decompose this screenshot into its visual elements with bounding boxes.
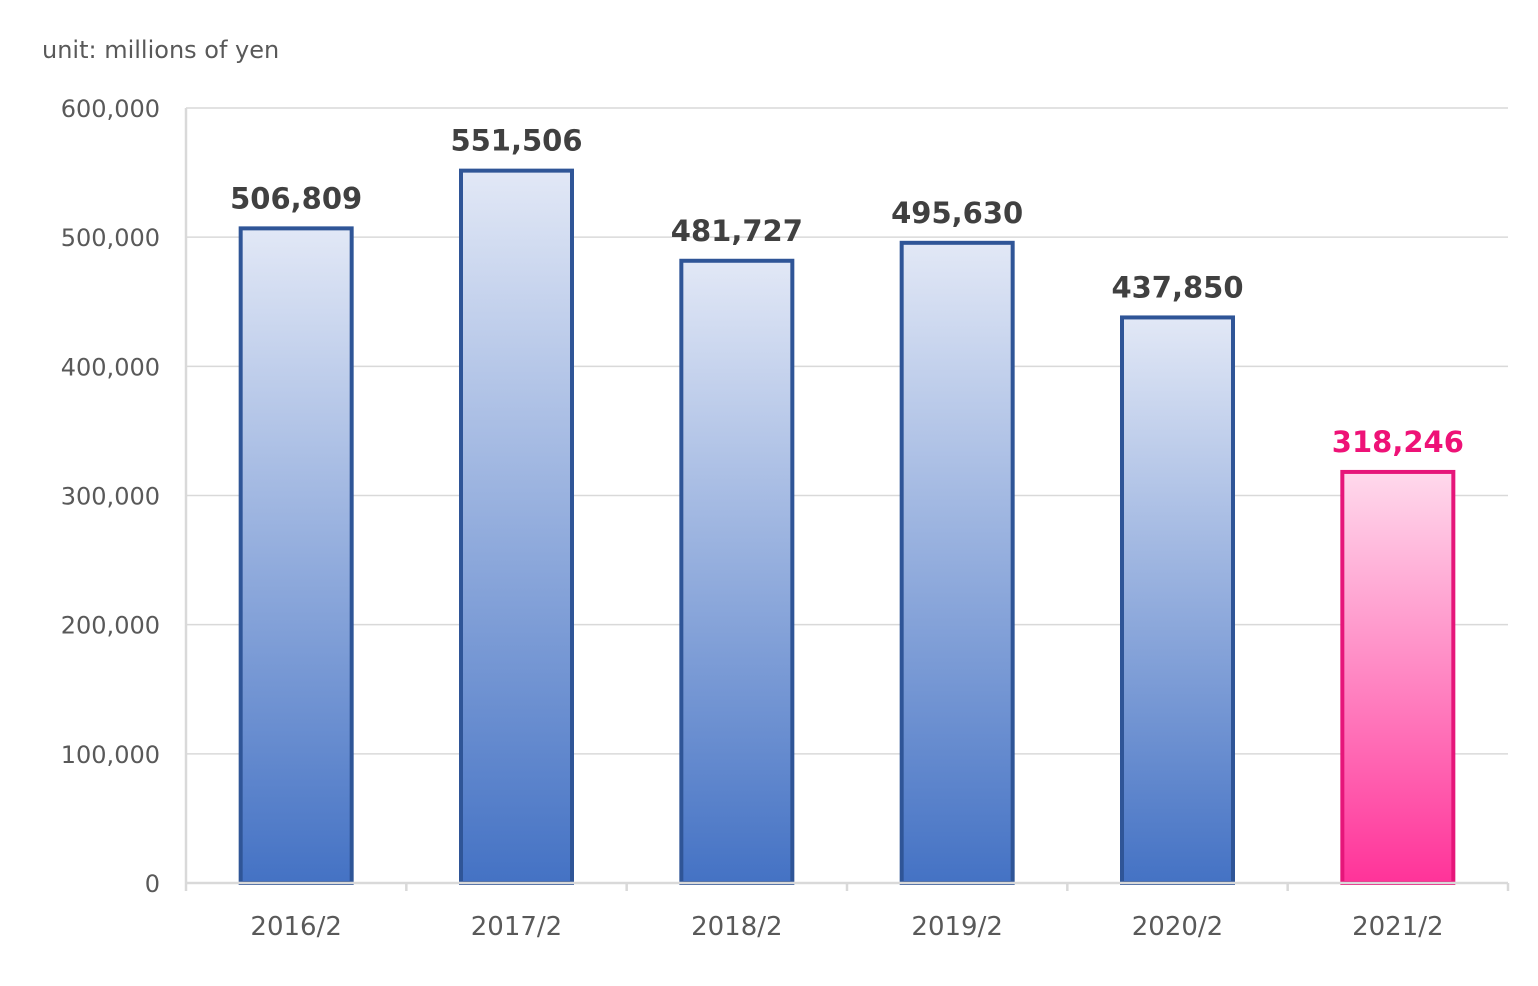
bar (1120, 315, 1235, 886)
y-tick-label: 500,000 (61, 224, 160, 252)
bar (899, 240, 1015, 885)
y-tick-label: 100,000 (61, 741, 160, 769)
bar (679, 258, 795, 885)
y-tick-label: 200,000 (61, 612, 160, 640)
bar-value-label: 318,246 (1332, 425, 1464, 459)
y-tick-label: 300,000 (61, 483, 160, 511)
x-tick-label: 2017/2 (471, 912, 562, 942)
unit-label: unit: millions of yen (42, 36, 280, 64)
bar-value-label: 506,809 (230, 181, 362, 215)
x-tick-label: 2020/2 (1132, 912, 1223, 942)
x-tick-label: 2016/2 (250, 912, 341, 942)
bar (459, 168, 574, 886)
x-tick-label: 2021/2 (1352, 912, 1443, 942)
y-tick-label: 400,000 (61, 353, 160, 381)
bar-value-label: 481,727 (671, 214, 803, 248)
x-tick-label: 2018/2 (691, 912, 782, 942)
x-tick-label: 2019/2 (911, 912, 1002, 942)
bar-value-label: 495,630 (891, 196, 1023, 230)
y-tick-label: 0 (145, 870, 160, 898)
bar (238, 226, 354, 885)
y-tick-label: 600,000 (61, 95, 160, 123)
bar-value-label: 551,506 (450, 124, 582, 158)
bar-value-label: 437,850 (1111, 270, 1243, 304)
bar (1340, 469, 1456, 885)
